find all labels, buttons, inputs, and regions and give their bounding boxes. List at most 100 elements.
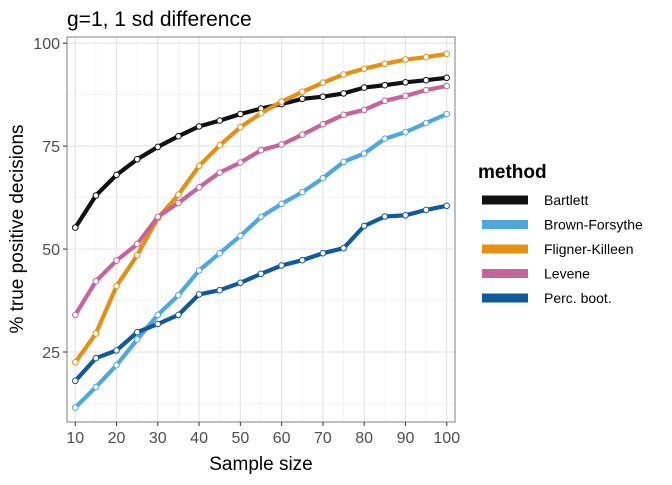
data-point-brown-forsythe: [278, 200, 285, 208]
legend-swatch: [482, 220, 528, 229]
data-point-bartlett: [154, 143, 162, 151]
data-point-levene: [402, 92, 409, 100]
legend-swatch: [482, 195, 528, 205]
data-point-perc-boot: [422, 206, 430, 214]
y-tick-label: 25: [42, 345, 60, 362]
data-point-levene: [237, 159, 244, 166]
data-point-bartlett: [340, 90, 347, 97]
legend-item-perc-boot: Perc. boot.: [482, 290, 612, 306]
data-point-bartlett: [299, 95, 306, 103]
x-tick-label: 100: [433, 430, 460, 447]
data-point-levene: [175, 199, 182, 207]
data-point-brown-forsythe: [154, 311, 162, 319]
data-point-perc-boot: [257, 270, 265, 278]
data-point-brown-forsythe: [113, 361, 120, 369]
legend-item-bartlett: Bartlett: [482, 192, 588, 208]
data-point-perc-boot: [402, 212, 409, 219]
data-point-fligner-killeen: [92, 330, 100, 337]
data-point-levene: [72, 311, 79, 319]
data-point-perc-boot: [443, 202, 451, 210]
data-point-fligner-killeen: [113, 282, 120, 290]
data-point-fligner-killeen: [443, 50, 451, 58]
data-point-levene: [133, 240, 141, 248]
legend: method Bartlett Brown-Forsythe Fligner-Kil…: [478, 162, 643, 306]
data-point-brown-forsythe: [299, 188, 306, 196]
data-point-levene: [216, 169, 223, 176]
data-point-perc-boot: [216, 286, 223, 294]
data-point-bartlett: [175, 132, 182, 140]
data-point-perc-boot: [133, 328, 141, 336]
data-point-brown-forsythe: [319, 174, 327, 182]
data-point-brown-forsythe: [360, 150, 368, 157]
data-point-levene: [360, 106, 368, 114]
legend-item-brown-forsythe: Brown-Forsythe: [482, 217, 643, 233]
data-point-levene: [319, 121, 327, 128]
data-point-fligner-killeen: [257, 109, 265, 117]
legend-item-fligner-killeen: Fligner-Killeen: [482, 241, 633, 257]
x-tick-label: 10: [66, 430, 84, 447]
legend-swatch: [482, 244, 528, 254]
data-point-brown-forsythe: [92, 383, 100, 391]
data-point-perc-boot: [340, 244, 347, 252]
x-tick-label: 20: [108, 430, 126, 447]
data-point-perc-boot: [381, 213, 389, 220]
data-point-levene: [299, 131, 306, 138]
legend-label: Bartlett: [544, 192, 588, 208]
legend-items: Bartlett Brown-Forsythe Fligner-Killeen Lev…: [482, 192, 643, 306]
legend-item-levene: Levene: [482, 266, 590, 282]
data-point-bartlett: [422, 76, 430, 84]
data-point-fligner-killeen: [381, 60, 389, 68]
legend-title: method: [478, 162, 547, 183]
grid: [67, 37, 455, 422]
series-perc-boot: [72, 202, 451, 385]
legend-label: Levene: [544, 266, 590, 282]
data-point-levene: [195, 184, 203, 191]
x-tick-label: 40: [190, 430, 208, 447]
data-point-brown-forsythe: [257, 213, 265, 221]
chart-title: g=1, 1 sd difference: [67, 8, 252, 31]
data-point-brown-forsythe: [443, 110, 451, 118]
series-bartlett: [72, 74, 451, 231]
data-point-brown-forsythe: [237, 232, 244, 240]
data-point-brown-forsythe: [175, 291, 182, 299]
x-tick-label: 90: [397, 430, 415, 447]
data-point-bartlett: [92, 192, 100, 199]
data-point-fligner-killeen: [195, 162, 203, 170]
data-point-bartlett: [216, 117, 223, 124]
series-layer: [72, 50, 451, 411]
series-brown-forsythe: [72, 110, 451, 411]
x-tick-label: 50: [231, 430, 249, 447]
y-tick-label: 75: [42, 139, 60, 156]
data-point-bartlett: [113, 171, 120, 179]
data-point-perc-boot: [154, 320, 162, 328]
legend-swatch: [482, 269, 528, 278]
data-point-perc-boot: [278, 262, 285, 269]
data-point-levene: [381, 97, 389, 105]
data-point-bartlett: [195, 123, 203, 130]
data-point-levene: [113, 257, 120, 264]
data-point-brown-forsythe: [133, 336, 141, 343]
data-point-levene: [422, 86, 430, 94]
legend-swatch: [482, 293, 528, 303]
x-axis-label: Sample size: [209, 454, 313, 475]
x-tick-label: 80: [355, 430, 373, 447]
data-point-perc-boot: [237, 279, 244, 287]
data-point-bartlett: [72, 224, 79, 231]
data-point-fligner-killeen: [360, 65, 368, 72]
data-point-perc-boot: [299, 256, 306, 264]
data-point-bartlett: [360, 84, 368, 91]
data-point-perc-boot: [360, 222, 368, 230]
legend-label: Fligner-Killeen: [544, 241, 633, 257]
y-tick-label: 50: [42, 242, 60, 259]
data-point-levene: [92, 277, 100, 285]
plot-border: [66, 36, 456, 423]
data-point-fligner-killeen: [402, 56, 409, 63]
data-point-brown-forsythe: [340, 158, 347, 166]
data-point-brown-forsythe: [72, 404, 79, 411]
y-tick-label: 100: [33, 36, 60, 53]
legend-label: Brown-Forsythe: [544, 217, 643, 233]
data-point-bartlett: [133, 156, 141, 163]
data-point-brown-forsythe: [381, 135, 389, 142]
data-point-perc-boot: [113, 347, 120, 354]
